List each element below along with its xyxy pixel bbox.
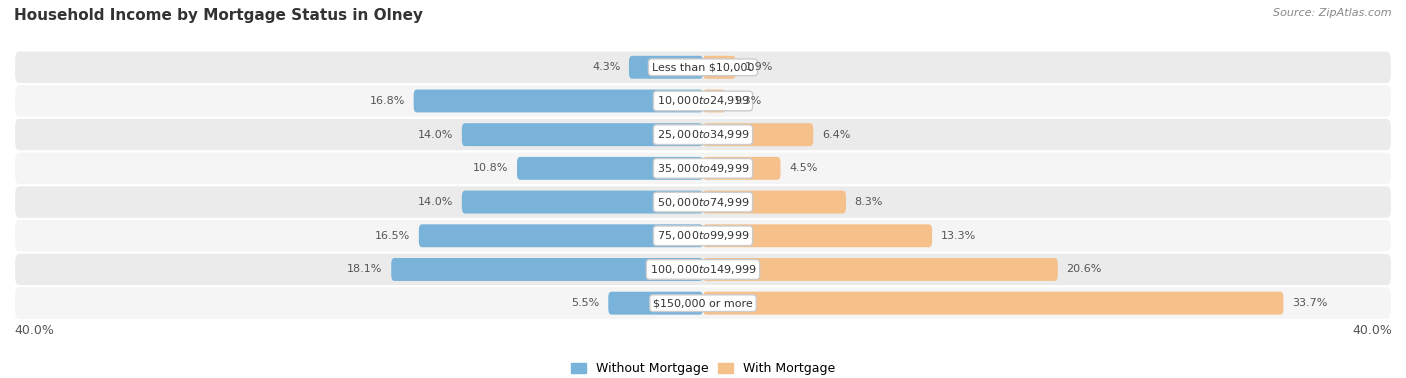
Text: Less than $10,000: Less than $10,000 [652, 62, 754, 72]
Text: $150,000 or more: $150,000 or more [654, 298, 752, 308]
FancyBboxPatch shape [14, 286, 1392, 320]
FancyBboxPatch shape [703, 258, 1057, 281]
Text: 33.7%: 33.7% [1292, 298, 1327, 308]
FancyBboxPatch shape [461, 191, 703, 214]
FancyBboxPatch shape [413, 90, 703, 112]
Text: 8.3%: 8.3% [855, 197, 883, 207]
Legend: Without Mortgage, With Mortgage: Without Mortgage, With Mortgage [565, 357, 841, 378]
Text: 16.8%: 16.8% [370, 96, 405, 106]
Text: 14.0%: 14.0% [418, 197, 453, 207]
FancyBboxPatch shape [703, 90, 725, 112]
FancyBboxPatch shape [14, 84, 1392, 118]
Text: $100,000 to $149,999: $100,000 to $149,999 [650, 263, 756, 276]
Text: 4.5%: 4.5% [789, 163, 817, 174]
Text: 4.3%: 4.3% [592, 62, 620, 72]
Text: $10,000 to $24,999: $10,000 to $24,999 [657, 94, 749, 107]
Text: $25,000 to $34,999: $25,000 to $34,999 [657, 128, 749, 141]
Text: 40.0%: 40.0% [14, 324, 53, 337]
Text: $50,000 to $74,999: $50,000 to $74,999 [657, 195, 749, 209]
FancyBboxPatch shape [703, 123, 813, 146]
Text: 6.4%: 6.4% [823, 130, 851, 139]
FancyBboxPatch shape [628, 56, 703, 79]
FancyBboxPatch shape [703, 56, 735, 79]
FancyBboxPatch shape [517, 157, 703, 180]
Text: Source: ZipAtlas.com: Source: ZipAtlas.com [1274, 8, 1392, 17]
FancyBboxPatch shape [703, 191, 846, 214]
FancyBboxPatch shape [703, 224, 932, 247]
FancyBboxPatch shape [14, 152, 1392, 185]
FancyBboxPatch shape [14, 185, 1392, 219]
FancyBboxPatch shape [14, 118, 1392, 152]
FancyBboxPatch shape [391, 258, 703, 281]
FancyBboxPatch shape [703, 292, 1284, 314]
Text: 14.0%: 14.0% [418, 130, 453, 139]
Text: $35,000 to $49,999: $35,000 to $49,999 [657, 162, 749, 175]
FancyBboxPatch shape [14, 253, 1392, 286]
FancyBboxPatch shape [703, 157, 780, 180]
Text: 13.3%: 13.3% [941, 231, 976, 241]
Text: 1.9%: 1.9% [744, 62, 773, 72]
Text: 10.8%: 10.8% [472, 163, 509, 174]
Text: 40.0%: 40.0% [1353, 324, 1392, 337]
FancyBboxPatch shape [14, 50, 1392, 84]
FancyBboxPatch shape [461, 123, 703, 146]
FancyBboxPatch shape [609, 292, 703, 314]
Text: 20.6%: 20.6% [1066, 265, 1102, 274]
Text: $75,000 to $99,999: $75,000 to $99,999 [657, 229, 749, 242]
Text: 18.1%: 18.1% [347, 265, 382, 274]
FancyBboxPatch shape [419, 224, 703, 247]
Text: 5.5%: 5.5% [571, 298, 599, 308]
FancyBboxPatch shape [14, 219, 1392, 253]
Text: Household Income by Mortgage Status in Olney: Household Income by Mortgage Status in O… [14, 8, 423, 23]
Text: 1.3%: 1.3% [734, 96, 762, 106]
Text: 16.5%: 16.5% [375, 231, 411, 241]
